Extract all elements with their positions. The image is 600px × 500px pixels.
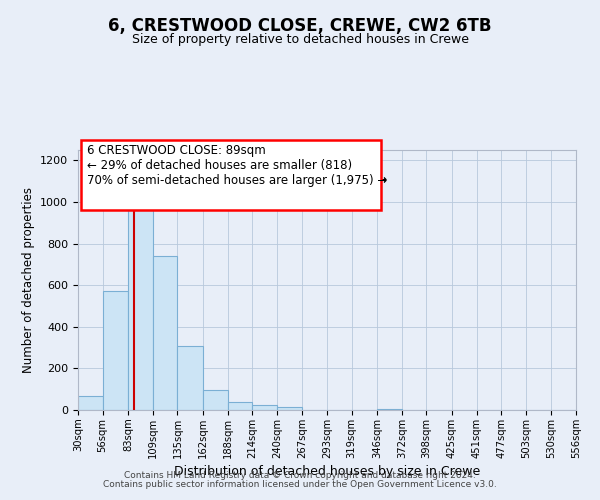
Y-axis label: Number of detached properties: Number of detached properties — [22, 187, 35, 373]
Bar — [277, 407, 302, 410]
Text: Contains HM Land Registry data © Crown copyright and database right 2024.: Contains HM Land Registry data © Crown c… — [124, 471, 476, 480]
Bar — [377, 409, 402, 410]
Bar — [78, 396, 103, 410]
Bar — [203, 390, 227, 410]
Bar — [103, 292, 128, 410]
Bar — [252, 406, 277, 410]
Text: 6 CRESTWOOD CLOSE: 89sqm
← 29% of detached houses are smaller (818)
70% of semi-: 6 CRESTWOOD CLOSE: 89sqm ← 29% of detach… — [87, 142, 387, 186]
Text: 6 CRESTWOOD CLOSE: 89sqm
← 29% of detached houses are smaller (818)
70% of semi-: 6 CRESTWOOD CLOSE: 89sqm ← 29% of detach… — [87, 144, 387, 187]
X-axis label: Distribution of detached houses by size in Crewe: Distribution of detached houses by size … — [174, 465, 480, 478]
Text: 6, CRESTWOOD CLOSE, CREWE, CW2 6TB: 6, CRESTWOOD CLOSE, CREWE, CW2 6TB — [108, 18, 492, 36]
Text: Size of property relative to detached houses in Crewe: Size of property relative to detached ho… — [131, 32, 469, 46]
Bar — [128, 202, 153, 410]
Bar — [178, 346, 203, 410]
Bar — [153, 256, 178, 410]
Bar — [227, 402, 252, 410]
Text: Contains public sector information licensed under the Open Government Licence v3: Contains public sector information licen… — [103, 480, 497, 489]
